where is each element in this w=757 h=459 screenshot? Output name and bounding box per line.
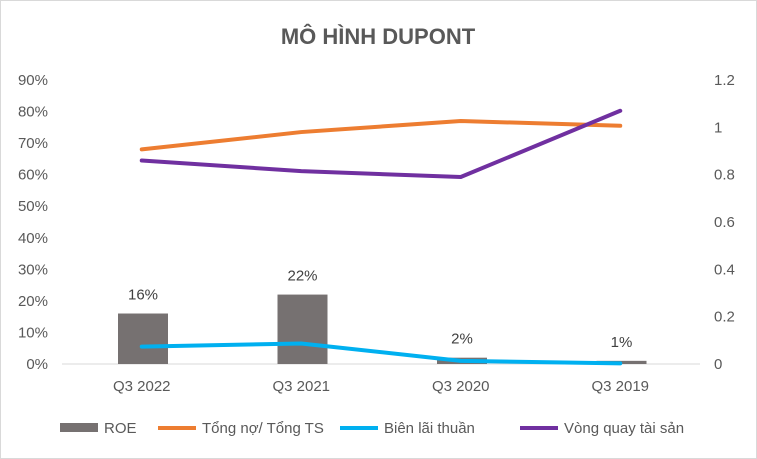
legend-swatch-bar	[60, 423, 98, 432]
left-tick-label: 40%	[18, 230, 48, 247]
chart-title: MÔ HÌNH DUPONT	[281, 24, 476, 49]
category-label: Q3 2019	[591, 378, 649, 395]
right-tick-label: 0.2	[714, 309, 735, 326]
right-tick-label: 0	[714, 356, 722, 373]
x-axis: Q3 2022 Q3 2021 Q3 2020 Q3 2019	[113, 378, 649, 395]
right-tick-label: 0.6	[714, 214, 735, 231]
right-tick-label: 1	[714, 119, 722, 136]
left-tick-label: 90%	[18, 72, 48, 89]
right-tick-label: 0.4	[714, 261, 735, 278]
roe-data-label: 22%	[287, 268, 317, 285]
category-label: Q3 2022	[113, 378, 171, 395]
left-tick-label: 20%	[18, 293, 48, 310]
left-tick-label: 10%	[18, 324, 48, 341]
roe-data-label: 1%	[611, 334, 633, 351]
category-label: Q3 2020	[432, 378, 490, 395]
category-label: Q3 2021	[272, 378, 330, 395]
left-tick-label: 30%	[18, 261, 48, 278]
right-axis: 0 0.2 0.4 0.6 0.8 1 1.2	[714, 72, 735, 373]
right-tick-label: 0.8	[714, 167, 735, 184]
debt-ratio-line	[139, 119, 623, 152]
left-tick-label: 0%	[26, 356, 48, 373]
net-margin-line	[139, 341, 623, 366]
roe-bar	[118, 313, 168, 364]
bar-series: 16% 22% 2% 1%	[118, 268, 647, 364]
legend-label: Biên lãi thuần	[384, 420, 475, 437]
left-tick-label: 70%	[18, 135, 48, 152]
right-tick-label: 1.2	[714, 72, 735, 89]
roe-bar	[277, 294, 328, 364]
left-tick-label: 80%	[18, 104, 48, 121]
legend-label: Vòng quay tài sản	[564, 420, 684, 437]
asset-turnover-line	[139, 108, 623, 180]
roe-data-label: 2%	[451, 331, 473, 348]
left-tick-label: 60%	[18, 167, 48, 184]
legend-label: ROE	[104, 420, 137, 437]
line-series	[139, 108, 623, 366]
left-tick-label: 50%	[18, 198, 48, 215]
legend: ROE Tổng nợ/ Tổng TS Biên lãi thuần Vòng qu…	[60, 420, 684, 437]
roe-data-label: 16%	[128, 287, 158, 304]
left-axis: 0% 10% 20% 30% 40% 50% 60% 70% 80% 90%	[18, 72, 48, 373]
legend-label: Tổng nợ/ Tổng TS	[202, 420, 324, 437]
